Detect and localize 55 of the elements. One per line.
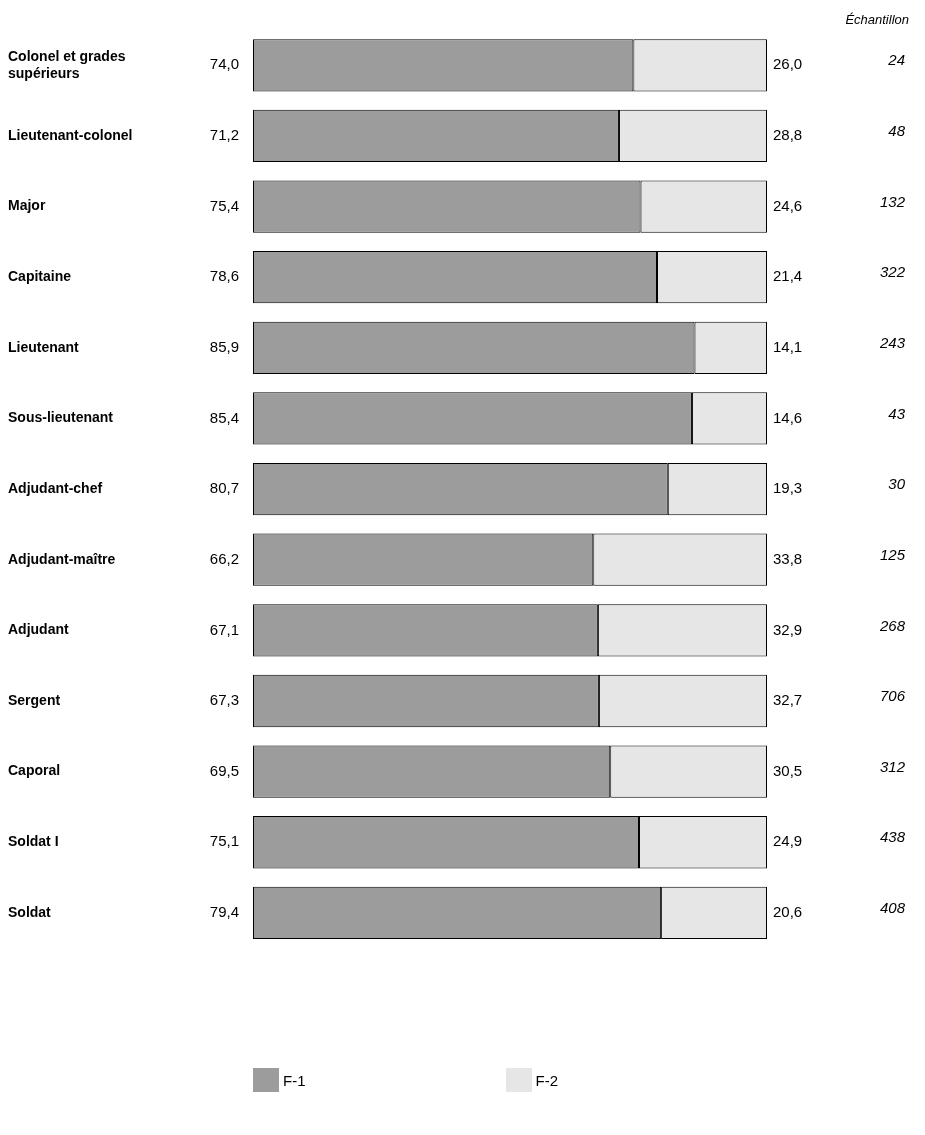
y-tick-label: Soldat (8, 903, 52, 920)
y-tick-label: Adjudant-chef (8, 479, 103, 496)
legend-label: F-2 (535, 1071, 558, 1089)
data-label: 66,2 (209, 549, 239, 567)
y-tick-label: Soldat I (8, 833, 59, 850)
data-label: 26,0 (773, 55, 803, 73)
text: 43 (888, 404, 906, 422)
text: 125 (879, 545, 906, 563)
y-tick-label: Major (8, 197, 46, 214)
data-label: 75,1 (209, 832, 239, 850)
text: 438 (879, 828, 906, 846)
data-label: 67,3 (209, 691, 239, 709)
text: 312 (879, 757, 906, 775)
text: 706 (879, 687, 906, 705)
data-label: 33,8 (773, 549, 803, 567)
data-label: 14,6 (773, 408, 803, 426)
text: Échantillon (845, 11, 909, 27)
data-label: 28,8 (773, 126, 803, 144)
y-tick-label: Sous-lieutenant (8, 409, 114, 426)
data-label: 69,5 (209, 761, 239, 779)
data-label: 80,7 (209, 479, 239, 497)
data-label: 85,9 (209, 337, 239, 355)
data-label: 74,0 (209, 55, 239, 73)
y-tick-label: Lieutenant (8, 338, 80, 355)
data-label: 79,4 (209, 903, 239, 921)
y-tick-label: Capitaine (8, 268, 72, 285)
legend-label: F-1 (283, 1071, 306, 1089)
data-label: 75,4 (209, 196, 239, 214)
data-label: 78,6 (209, 267, 239, 285)
data-label: 30,5 (773, 761, 803, 779)
text: 132 (879, 192, 906, 210)
y-tick-label: Lieutenant-colonel (8, 126, 133, 143)
data-label: 32,9 (773, 620, 803, 638)
data-label: 32,7 (773, 691, 803, 709)
data-label: 85,4 (209, 408, 239, 426)
text: 48 (888, 122, 906, 140)
text: 24 (887, 51, 905, 69)
data-label: 67,1 (209, 620, 239, 638)
text: 30 (888, 475, 906, 493)
y-tick-label: Caporal (8, 762, 61, 779)
y-tick-label: Colonel et grades supérieurs (8, 47, 126, 81)
y-tick-label: Sergent (8, 691, 61, 708)
data-label: 14,1 (773, 337, 803, 355)
text: 322 (879, 263, 906, 281)
text: 243 (878, 334, 906, 352)
text: 268 (878, 616, 906, 634)
data-label: 24,9 (773, 832, 803, 850)
data-label: 20,6 (773, 903, 803, 921)
data-label: 71,2 (209, 126, 239, 144)
text: 408 (879, 899, 906, 917)
data-label: 21,4 (773, 267, 803, 285)
y-tick-label: Adjudant (8, 621, 69, 638)
data-label: 19,3 (773, 479, 803, 497)
y-tick-label: Adjudant-maître (8, 550, 116, 567)
data-label: 24,6 (773, 196, 803, 214)
